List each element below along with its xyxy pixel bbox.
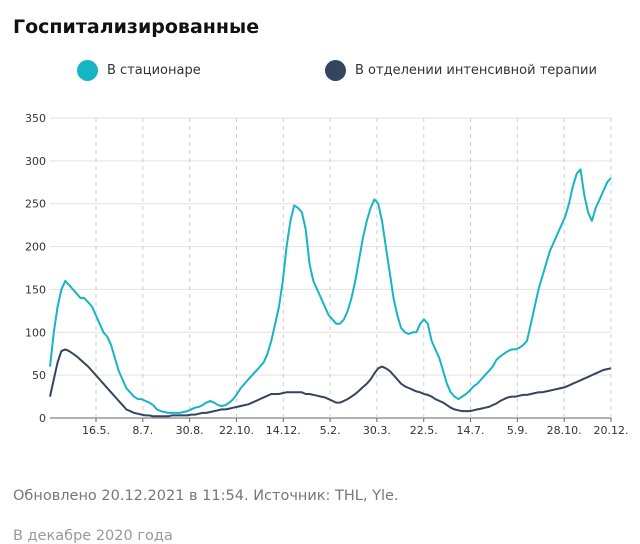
x-tick-label: 8.7. [132,424,153,437]
legend-label-icu: В отделении интенсивной терапии [355,63,597,78]
article-text: В декабре 2020 года [13,528,173,544]
x-tick-label: 5.9. [507,424,528,437]
x-tick-label: 16.5. [82,424,110,437]
legend-dot-icon [325,60,346,81]
chart-legend: В стационаре В отделении интенсивной тер… [0,60,640,86]
legend-label-ward: В стационаре [107,63,201,78]
y-tick-label: 200 [25,241,46,254]
x-tick-label: 14.12. [266,424,301,437]
x-tick-label: 22.10. [219,424,254,437]
x-tick-label: 30.3. [363,424,391,437]
y-tick-label: 250 [25,198,46,211]
series-line-icu [49,348,612,418]
y-tick-label: 300 [25,155,46,168]
x-tick-label: 22.5. [410,424,438,437]
y-tick-label: 0 [39,412,46,425]
legend-item-icu[interactable]: В отделении интенсивной терапии [325,60,597,81]
line-chart: 0 50 100 150 200 250 300 350 16.5. 8.7. 30.8. 22.10… [25,112,629,437]
legend-item-ward[interactable]: В стационаре [77,60,201,81]
series-line-ward [49,168,612,414]
y-tick-label: 50 [32,369,46,382]
chart-title: Госпитализированные [13,16,260,38]
legend-dot-icon [77,60,98,81]
y-tick-label: 100 [25,326,46,339]
y-tick-label: 350 [25,112,46,125]
source-note: Обновлено 20.12.2021 в 11:54. Источник: … [13,488,399,504]
x-tick-label: 28.10. [547,424,582,437]
x-tick-label: 14.7. [457,424,485,437]
y-tick-label: 150 [25,283,46,296]
x-tick-label: 20.12. [594,424,629,437]
x-tick-label: 5.2. [320,424,341,437]
x-tick-label: 30.8. [176,424,204,437]
